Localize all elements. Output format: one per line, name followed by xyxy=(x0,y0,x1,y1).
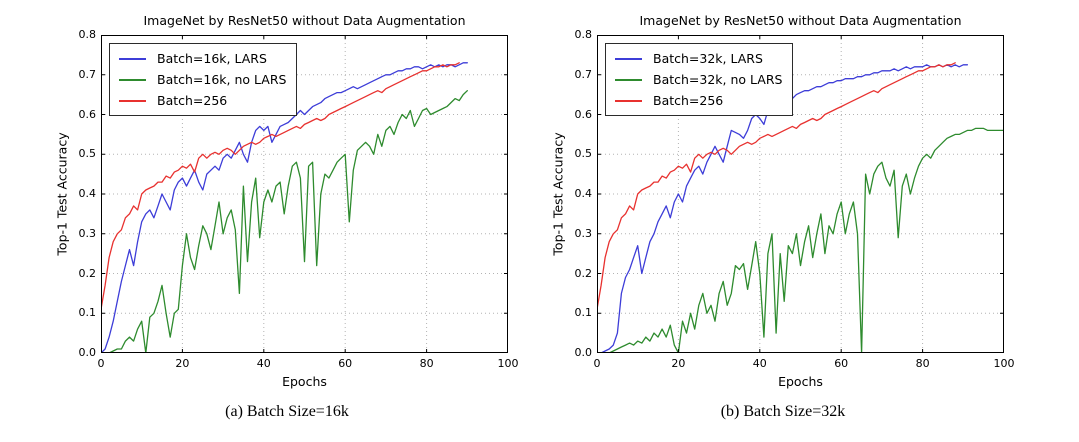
x-axis-tick-labels: 0 20 40 60 80 100 xyxy=(97,357,519,371)
x-tick-label: 40 xyxy=(256,357,271,370)
y-tick-label: 0.4 xyxy=(78,187,97,200)
legend-label: Batch=16k, no LARS xyxy=(157,72,287,87)
chart-title: ImageNet by ResNet50 without Data Augmen… xyxy=(143,13,466,28)
y-tick-label: 0.2 xyxy=(78,266,97,280)
chart-title: ImageNet by ResNet50 without Data Augmen… xyxy=(639,13,962,28)
y-tick-label: 0.7 xyxy=(574,67,593,81)
x-tick-label: 0 xyxy=(593,357,601,370)
x-tick-label: 80 xyxy=(915,357,930,370)
x-tick-label: 100 xyxy=(497,357,519,370)
legend-item: Batch=32k, LARS xyxy=(615,48,782,69)
legend-label: Batch=16k, LARS xyxy=(157,51,267,66)
legend-line-sample xyxy=(615,99,642,102)
y-tick-label: 0.8 xyxy=(574,28,593,41)
y-tick-label: 0.4 xyxy=(574,187,593,200)
x-tick-label: 20 xyxy=(671,357,686,370)
legend-line-sample xyxy=(615,57,642,60)
y-axis-tick-labels: 0.0 0.1 0.2 0.3 0.4 0.5 0.6 0.7 0.8 xyxy=(562,28,593,359)
x-tick-label: 0 xyxy=(97,357,105,370)
y-tick-label: 0.6 xyxy=(574,107,593,121)
subfigure-b: ImageNet by ResNet50 without Data Augmen… xyxy=(496,0,1079,442)
legend: Batch=32k, LARS Batch=32k, no LARS Batch… xyxy=(605,43,794,116)
y-tick-label: 0.1 xyxy=(574,306,593,320)
y-tick-label: 0.5 xyxy=(574,147,593,161)
x-tick-label: 80 xyxy=(419,357,434,370)
legend-item: Batch=256 xyxy=(615,90,782,111)
x-tick-label: 20 xyxy=(175,357,190,370)
legend-label: Batch=32k, LARS xyxy=(653,51,763,66)
x-tick-label: 40 xyxy=(752,357,767,370)
legend-line-sample xyxy=(119,99,146,102)
legend-line-sample xyxy=(119,57,146,60)
y-tick-label: 0.1 xyxy=(78,306,97,320)
legend-line-sample xyxy=(119,78,146,81)
x-axis-tick-labels: 0 20 40 60 80 100 xyxy=(593,357,1015,371)
y-tick-label: 0.5 xyxy=(78,147,97,161)
y-axis-tick-labels: 0.0 0.1 0.2 0.3 0.4 0.5 0.6 0.7 0.8 xyxy=(66,28,97,359)
x-tick-label: 60 xyxy=(834,357,849,370)
y-tick-label: 0.3 xyxy=(78,226,97,240)
legend-item: Batch=16k, LARS xyxy=(119,48,286,69)
y-tick-label: 0.6 xyxy=(78,107,97,121)
y-tick-label: 0.8 xyxy=(78,28,97,41)
legend-label: Batch=32k, no LARS xyxy=(653,72,783,87)
y-tick-label: 0.7 xyxy=(78,67,97,81)
figure-caption: (b) Batch Size=32k xyxy=(720,403,846,420)
legend-label: Batch=256 xyxy=(157,93,228,108)
y-tick-label: 0.0 xyxy=(574,346,593,359)
legend: Batch=16k, LARS Batch=16k, no LARS Batch… xyxy=(109,43,298,116)
y-tick-label: 0.3 xyxy=(574,226,593,240)
x-tick-label: 60 xyxy=(338,357,353,370)
y-tick-label: 0.0 xyxy=(78,346,97,359)
subfigure-a: ImageNet by ResNet50 without Data Augmen… xyxy=(55,13,519,420)
y-tick-label: 0.2 xyxy=(574,266,593,280)
legend-item: Batch=256 xyxy=(119,90,286,111)
legend-item: Batch=32k, no LARS xyxy=(615,69,782,90)
x-tick-label: 100 xyxy=(993,357,1015,370)
legend-label: Batch=256 xyxy=(653,93,724,108)
figure-caption: (a) Batch Size=16k xyxy=(225,403,349,420)
x-axis-label: Epochs xyxy=(778,374,823,389)
x-axis-label: Epochs xyxy=(282,374,327,389)
legend-line-sample xyxy=(615,78,642,81)
legend-item: Batch=16k, no LARS xyxy=(119,69,286,90)
